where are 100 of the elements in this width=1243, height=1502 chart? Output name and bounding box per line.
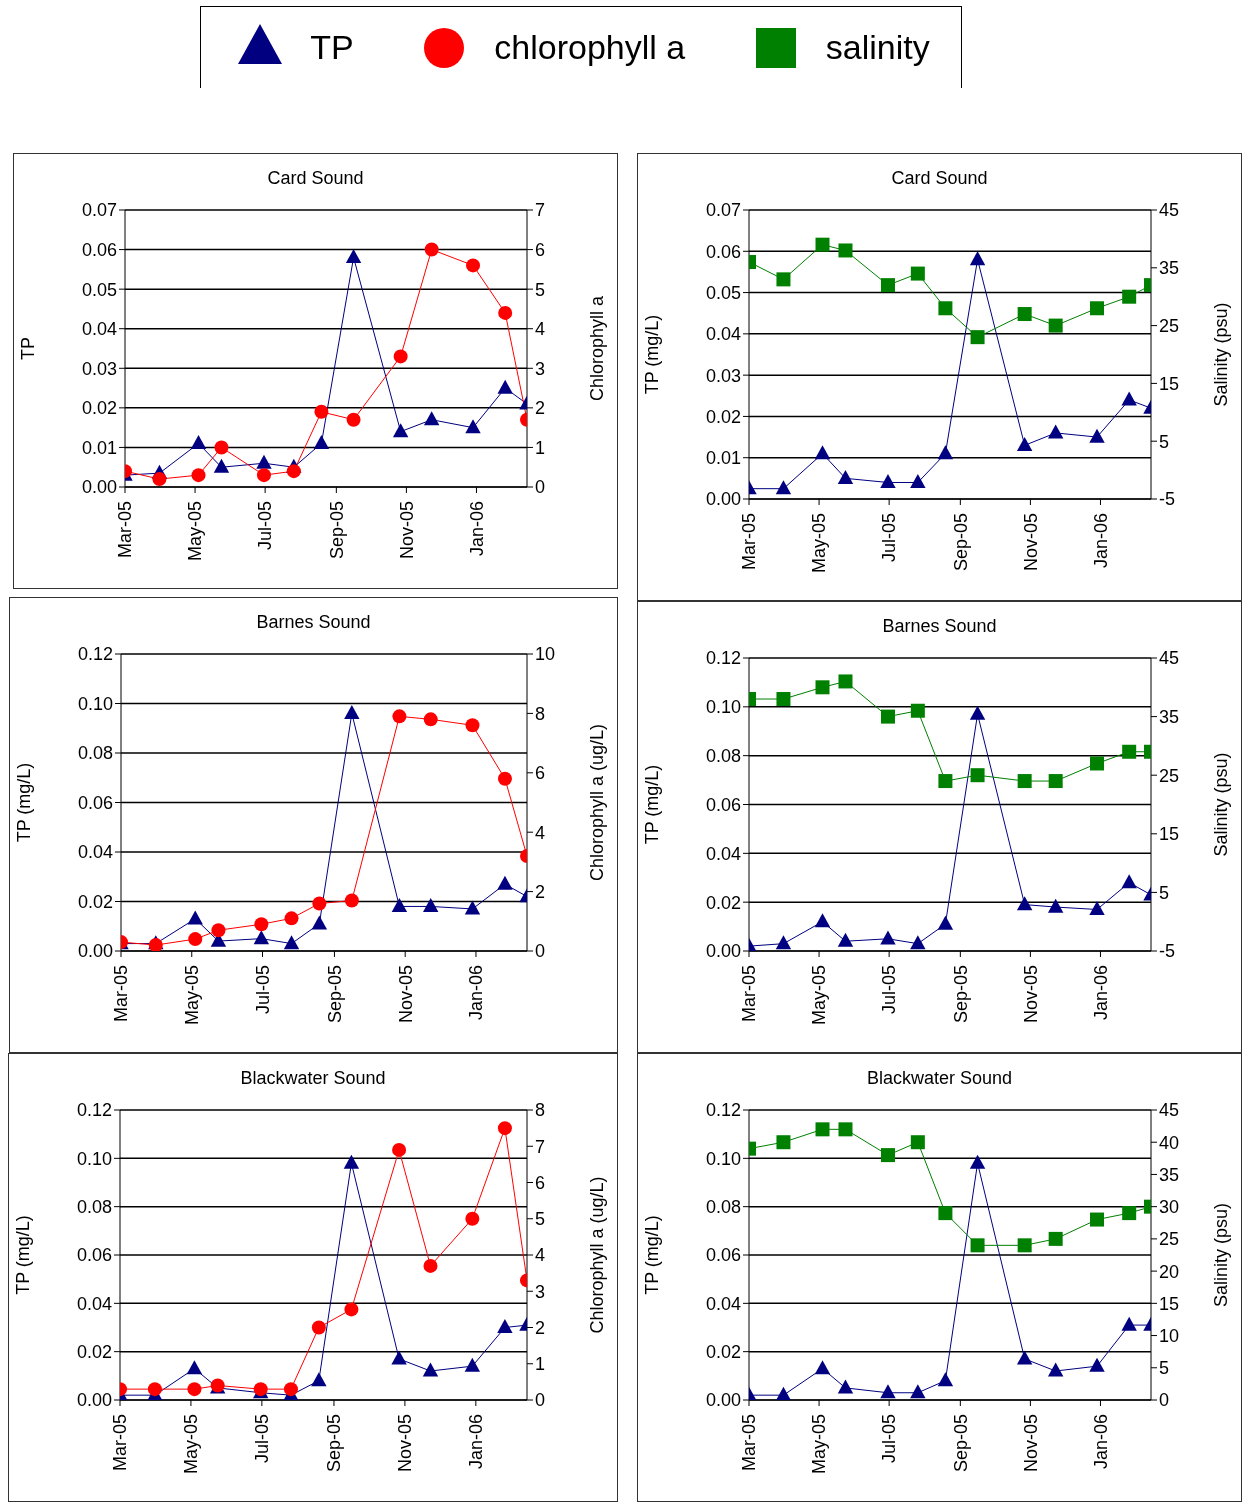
y2-axis-title: Chlorophyll a [587, 294, 608, 402]
point [969, 705, 986, 720]
point [345, 249, 362, 264]
x-tick-label: Jul-05 [879, 965, 900, 1015]
x-tick-label: Nov-05 [395, 965, 416, 1024]
y-tick-label: 0.04 [705, 1293, 741, 1314]
y-axis-title: TP (mg/L) [642, 764, 663, 845]
point [312, 896, 327, 911]
point [188, 932, 203, 947]
point [1017, 307, 1032, 322]
y2-tick-label: 6 [535, 239, 546, 260]
y2-tick-label: 7 [535, 1136, 546, 1157]
x-tick-label: Jan-06 [1090, 965, 1111, 1021]
point [910, 1384, 926, 1399]
x-tick-label: Mar-05 [110, 1414, 131, 1472]
point [256, 468, 271, 483]
point [391, 1350, 407, 1365]
y-tick-label: 0.04 [705, 324, 741, 345]
point [186, 1360, 203, 1375]
y-tick-label: 0.02 [76, 1342, 112, 1363]
y2-tick-label: 5 [1159, 882, 1170, 903]
y-tick-label: 0.10 [705, 697, 741, 718]
point [775, 935, 792, 950]
point [283, 935, 300, 950]
point [311, 1372, 327, 1387]
point [776, 1135, 791, 1150]
point [837, 469, 854, 484]
y2-axis-title: Chlorophyll a (ug/L) [587, 723, 608, 882]
point [465, 419, 481, 434]
point [213, 458, 230, 473]
y2-tick-label: 20 [1159, 1261, 1180, 1282]
y2-tick-label: 35 [1159, 1164, 1180, 1185]
point [776, 692, 791, 707]
point [814, 913, 831, 928]
point [1089, 428, 1105, 443]
point [880, 930, 896, 945]
y2-tick-label: 5 [1159, 1358, 1170, 1379]
point [910, 1135, 925, 1150]
y-tick-label: 0.00 [77, 941, 113, 962]
point [1016, 1350, 1033, 1365]
point [969, 1154, 986, 1169]
y-tick-label: 0.07 [705, 200, 741, 221]
point [497, 771, 512, 786]
y-tick-label: 0.00 [76, 1390, 112, 1411]
y-tick-label: 0.04 [77, 842, 113, 863]
y-tick-label: 0.12 [705, 648, 741, 669]
y-tick-label: 0.00 [81, 477, 117, 498]
point [464, 900, 481, 915]
y2-tick-label: 8 [535, 1100, 546, 1121]
point [1089, 901, 1105, 916]
y-tick-label: 0.05 [705, 282, 741, 303]
point [1017, 774, 1032, 789]
y2-tick-label: 15 [1159, 1293, 1180, 1314]
point [937, 1372, 954, 1387]
point [880, 709, 895, 724]
point [1047, 898, 1064, 913]
y2-tick-label: 35 [1159, 706, 1180, 727]
x-tick-label: Jan-06 [1090, 1414, 1111, 1470]
y2-tick-label: 1 [535, 1354, 546, 1375]
y-tick-label: 0.10 [705, 1148, 741, 1169]
x-tick-label: May-05 [809, 513, 830, 574]
point [1017, 1238, 1032, 1253]
point [938, 774, 953, 789]
y2-tick-label: -5 [1159, 941, 1176, 962]
point [190, 435, 207, 450]
x-tick-label: Nov-05 [1020, 965, 1041, 1024]
chart-title: Card Sound [266, 167, 365, 190]
y-tick-label: 0.08 [705, 746, 741, 767]
point [970, 1238, 985, 1253]
point [838, 674, 853, 689]
point [1121, 1316, 1137, 1331]
point [464, 1357, 481, 1372]
point [880, 1148, 895, 1163]
point [344, 1302, 359, 1317]
point [1048, 1231, 1063, 1246]
y-tick-label: 0.02 [705, 406, 741, 427]
point [311, 1320, 326, 1335]
point [880, 1384, 896, 1399]
point [1122, 289, 1137, 304]
y2-tick-label: 1 [535, 437, 546, 458]
point [314, 404, 329, 419]
y2-tick-label: 3 [535, 1281, 546, 1302]
point [969, 251, 986, 266]
point [393, 349, 408, 364]
y2-tick-label: 15 [1159, 824, 1180, 845]
y-tick-label: 0.03 [81, 358, 117, 379]
y2-tick-label: 35 [1159, 258, 1180, 279]
point [880, 474, 896, 489]
y2-tick-label: 4 [535, 319, 546, 340]
point [423, 1258, 438, 1273]
point [497, 875, 513, 890]
point [937, 445, 954, 460]
y2-axis-title: Salinity (psu) [1211, 302, 1232, 407]
y2-tick-label: 45 [1159, 1100, 1180, 1121]
x-tick-label: May-05 [809, 1414, 830, 1475]
point [465, 718, 480, 733]
x-tick-label: Mar-05 [739, 965, 760, 1023]
x-tick-label: Sep-05 [324, 1414, 345, 1473]
point [1090, 301, 1105, 316]
point [392, 423, 409, 438]
